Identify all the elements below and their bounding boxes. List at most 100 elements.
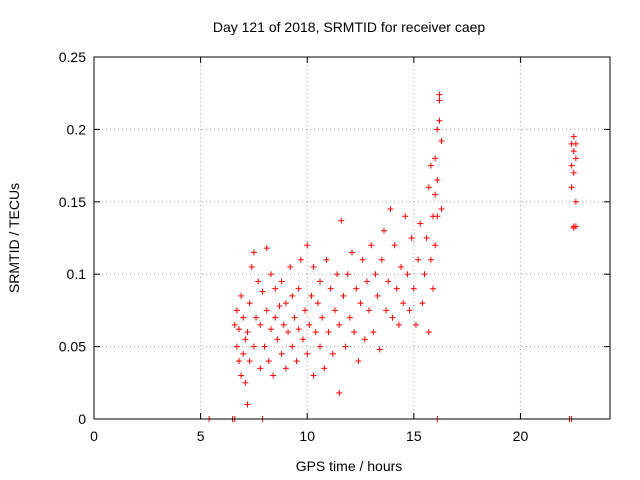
data-point <box>393 285 400 292</box>
y-tick-label: 0.05 <box>59 339 86 355</box>
data-point <box>233 343 240 350</box>
y-tick-label: 0 <box>78 411 86 427</box>
x-tick-label: 20 <box>513 428 529 444</box>
data-point <box>289 292 296 299</box>
data-point <box>410 285 417 292</box>
data-point <box>306 321 313 328</box>
data-point <box>319 314 326 321</box>
data-point <box>387 206 394 213</box>
data-point <box>280 321 287 328</box>
data-point <box>304 242 311 249</box>
data-point <box>317 278 324 285</box>
x-tick-label: 15 <box>406 428 422 444</box>
data-point <box>363 278 370 285</box>
data-point <box>250 249 257 256</box>
data-point <box>272 285 279 292</box>
data-point <box>327 285 334 292</box>
data-point <box>246 358 253 365</box>
x-tick-label: 5 <box>197 428 205 444</box>
data-point <box>357 300 364 307</box>
data-point <box>570 169 577 176</box>
data-point <box>368 242 375 249</box>
y-tick-label: 0.2 <box>67 121 87 137</box>
data-point <box>278 350 285 357</box>
data-point <box>370 329 377 336</box>
data-point <box>317 343 324 350</box>
data-point <box>253 314 260 321</box>
data-point <box>391 242 398 249</box>
data-point <box>325 329 332 336</box>
data-point <box>267 271 274 278</box>
data-point <box>263 307 270 314</box>
data-point <box>282 300 289 307</box>
data-point <box>432 242 439 249</box>
data-point <box>308 292 315 299</box>
data-point <box>323 256 330 263</box>
data-point <box>336 389 343 396</box>
data-point <box>246 300 253 307</box>
data-point <box>434 177 441 184</box>
data-point <box>438 137 445 144</box>
data-point <box>270 372 277 379</box>
data-point <box>267 326 274 333</box>
y-tick-label: 0.1 <box>67 266 87 282</box>
data-point <box>572 223 579 230</box>
data-point <box>287 263 294 270</box>
data-point <box>314 300 321 307</box>
data-points <box>206 91 579 422</box>
data-point <box>257 365 264 372</box>
data-point <box>342 343 349 350</box>
data-point <box>285 329 292 336</box>
data-point <box>344 271 351 278</box>
data-point <box>238 372 245 379</box>
data-point <box>250 343 257 350</box>
data-point <box>355 358 362 365</box>
data-point <box>374 292 381 299</box>
data-point <box>278 278 285 285</box>
data-point <box>568 162 575 169</box>
y-tick-label: 0.25 <box>59 49 86 65</box>
data-point <box>383 307 390 314</box>
data-point <box>423 235 430 241</box>
data-point <box>274 336 281 343</box>
data-point <box>336 321 343 328</box>
y-axis-label: SRMTID / TECUs <box>6 183 22 293</box>
data-point <box>432 155 439 162</box>
data-point <box>255 278 262 285</box>
data-point <box>421 271 428 278</box>
data-point <box>419 300 426 307</box>
data-point <box>265 358 272 365</box>
x-tick-label: 10 <box>299 428 315 444</box>
data-point <box>378 256 385 263</box>
axis-ticks: 0 0.05 0.1 0.15 0.2 0.25 0 5 10 15 20 <box>59 49 610 444</box>
data-point <box>233 307 240 314</box>
data-point <box>310 263 317 270</box>
data-point <box>427 256 434 263</box>
data-point <box>231 321 238 328</box>
data-point <box>340 292 347 299</box>
data-point <box>331 307 338 314</box>
data-point <box>372 271 379 278</box>
data-point <box>572 155 579 162</box>
data-point <box>291 314 298 321</box>
data-point <box>389 314 396 321</box>
data-point <box>240 350 247 357</box>
grid-lines <box>94 57 610 419</box>
data-point <box>351 329 358 336</box>
data-point <box>400 300 407 307</box>
data-point <box>261 343 268 350</box>
data-point <box>263 245 270 252</box>
data-point <box>235 326 242 333</box>
data-point <box>572 198 579 205</box>
data-point <box>572 140 579 147</box>
data-point <box>408 235 415 241</box>
data-point <box>310 372 317 379</box>
data-point <box>259 288 266 295</box>
x-tick-label: 0 <box>90 428 98 444</box>
data-point <box>398 263 405 270</box>
data-point <box>415 256 422 263</box>
data-point <box>289 343 296 350</box>
data-point <box>338 217 345 224</box>
data-point <box>295 285 302 292</box>
